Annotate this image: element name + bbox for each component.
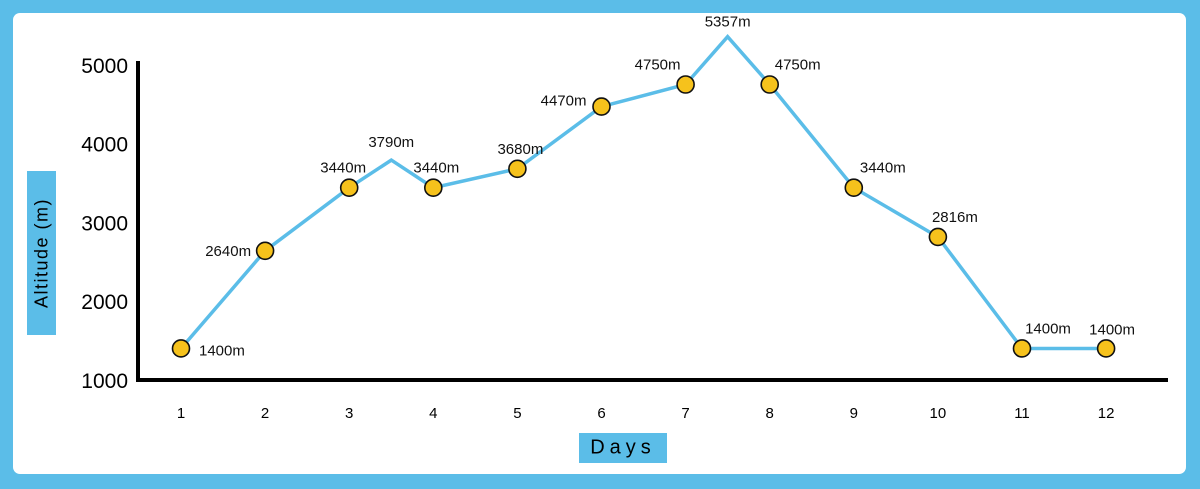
data-point-marker	[844, 178, 864, 198]
data-label: 3440m	[413, 160, 459, 177]
x-tick-labels: 1 2 3 4 5 6 7 8 9 10 11 12	[177, 405, 1115, 422]
data-label: 2640m	[205, 243, 251, 260]
data-point-marker	[1096, 339, 1116, 358]
data-point-marker	[760, 75, 780, 94]
y-axis-label: Altitude (m)	[31, 197, 52, 309]
y-tick-label: 5000	[81, 55, 128, 78]
x-axis-label: Days	[590, 436, 656, 459]
altitude-line	[179, 34, 1107, 351]
data-label: 3440m	[320, 160, 366, 177]
data-label: 2816m	[932, 209, 978, 226]
data-label: 5357m	[705, 14, 751, 31]
data-point-marker	[1012, 339, 1032, 358]
y-axis-label-box	[27, 171, 56, 335]
data-point-marker	[928, 227, 948, 247]
x-tick-label: 2	[261, 405, 269, 422]
x-tick-label: 7	[681, 405, 689, 422]
data-labels: 1400m2640m3440m3790m3440m3680m4470m4750m…	[199, 14, 1135, 360]
data-label: 1400m	[1089, 321, 1135, 338]
x-tick-label: 11	[1014, 405, 1030, 422]
data-label: 1400m	[199, 342, 245, 359]
axes	[136, 61, 1168, 382]
data-point-marker	[592, 97, 611, 116]
y-tick-label: 4000	[81, 134, 128, 157]
data-point-marker	[676, 75, 695, 94]
x-tick-label: 8	[766, 405, 774, 422]
data-point-marker	[508, 159, 527, 179]
x-tick-label: 6	[597, 405, 605, 422]
data-label: 3790m	[368, 134, 414, 151]
y-tick-label: 3000	[81, 212, 128, 235]
data-label: 4750m	[775, 57, 821, 74]
y-tick-labels: 1000 2000 3000 4000 5000	[81, 55, 128, 393]
x-tick-label: 10	[930, 405, 947, 422]
x-tick-label: 12	[1098, 405, 1115, 422]
x-axis-label-box	[579, 433, 667, 463]
series-line	[179, 34, 1107, 351]
data-label: 1400m	[1025, 320, 1071, 337]
data-point-marker	[423, 178, 443, 198]
data-point-marker	[171, 339, 191, 358]
x-tick-label: 1	[177, 405, 185, 422]
y-tick-label: 1000	[81, 370, 128, 393]
data-point-marker	[339, 178, 359, 198]
data-label: 4750m	[635, 57, 681, 74]
y-tick-label: 2000	[81, 291, 128, 314]
data-label: 4470m	[541, 93, 587, 110]
x-tick-label: 3	[345, 405, 353, 422]
chart-card	[13, 13, 1186, 474]
data-label: 3440m	[860, 160, 906, 177]
data-markers	[171, 75, 1116, 358]
x-tick-label: 9	[850, 405, 858, 422]
x-tick-label: 5	[513, 405, 521, 422]
data-point-marker	[255, 241, 275, 261]
data-label: 3680m	[497, 141, 543, 158]
x-tick-label: 4	[429, 405, 437, 422]
